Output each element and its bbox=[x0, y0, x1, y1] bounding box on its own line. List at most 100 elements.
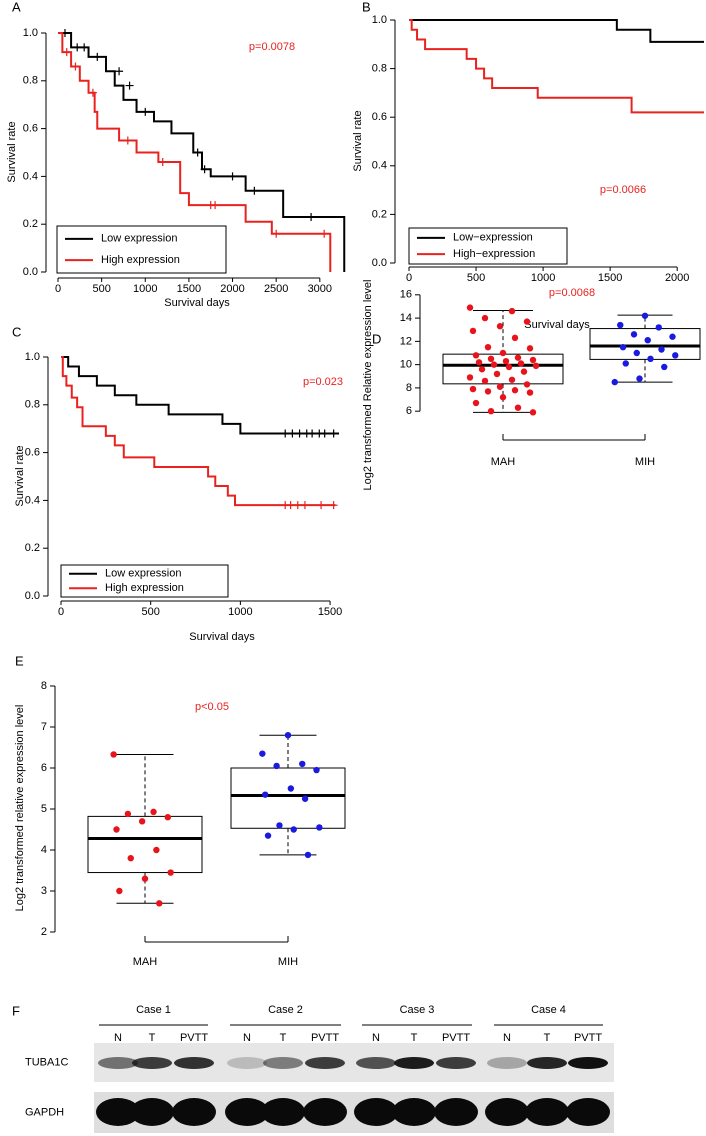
data-point bbox=[617, 321, 624, 329]
y-axis-label: Survival rate bbox=[14, 445, 26, 506]
data-point bbox=[529, 356, 537, 364]
data-point bbox=[496, 323, 504, 330]
data-point bbox=[499, 394, 507, 401]
data-point bbox=[290, 826, 297, 833]
band bbox=[394, 1057, 434, 1069]
censor-mark bbox=[308, 429, 317, 438]
survival-curve bbox=[409, 19, 704, 43]
y-tick-label: 4 bbox=[41, 844, 47, 856]
data-point bbox=[481, 377, 489, 385]
legend-label: High expression bbox=[101, 254, 180, 266]
x-tick-label: 1500 bbox=[598, 272, 622, 284]
annotation: p=0.0068 bbox=[549, 287, 595, 299]
lane-label: PVTT bbox=[311, 1032, 339, 1044]
band bbox=[436, 1057, 476, 1069]
data-point bbox=[141, 875, 149, 882]
censor-mark bbox=[80, 43, 89, 52]
data-point bbox=[487, 407, 495, 415]
y-tick-label: 0.4 bbox=[23, 170, 38, 182]
censor-mark bbox=[141, 107, 150, 116]
censor-mark bbox=[115, 67, 124, 76]
y-tick-label: 3 bbox=[41, 885, 47, 897]
data-point bbox=[517, 360, 525, 367]
y-tick-label: 0.0 bbox=[372, 257, 387, 269]
y-tick-label: 14 bbox=[400, 312, 412, 324]
data-point bbox=[276, 822, 283, 829]
y-tick-label: 0.2 bbox=[372, 208, 387, 220]
data-point bbox=[496, 383, 504, 390]
y-tick-label: 6 bbox=[406, 405, 412, 417]
y-axis-label: Log2 transformed Relative expression lev… bbox=[362, 280, 374, 491]
data-point bbox=[466, 304, 474, 311]
censor-mark bbox=[317, 501, 326, 510]
data-point bbox=[672, 352, 679, 359]
data-point bbox=[164, 814, 171, 821]
lane-label: N bbox=[114, 1032, 122, 1044]
survival-curve bbox=[61, 356, 336, 507]
data-point bbox=[469, 327, 477, 335]
band bbox=[354, 1098, 398, 1126]
y-axis-label: Log2 transformed relative expression lev… bbox=[14, 705, 26, 912]
row-label: GAPDH bbox=[25, 1106, 64, 1118]
band bbox=[487, 1057, 527, 1069]
data-point bbox=[526, 389, 534, 396]
data-point bbox=[523, 381, 531, 388]
x-tick-label: 500 bbox=[142, 606, 160, 618]
censor-mark bbox=[228, 172, 237, 181]
data-point bbox=[273, 762, 280, 770]
data-point bbox=[611, 378, 618, 386]
case-label: Case 3 bbox=[400, 1004, 435, 1016]
band bbox=[305, 1057, 345, 1069]
censor-mark bbox=[320, 229, 329, 238]
x-tick-label: 0 bbox=[58, 606, 64, 618]
case-label: Case 1 bbox=[136, 1004, 171, 1016]
x-tick-label: 1500 bbox=[177, 283, 201, 295]
annotation: p=0.023 bbox=[303, 376, 343, 388]
data-point bbox=[508, 376, 516, 383]
censor-mark bbox=[295, 429, 304, 438]
y-axis-label: Survival rate bbox=[352, 110, 364, 171]
censor-mark bbox=[250, 186, 259, 195]
y-tick-label: 0.0 bbox=[23, 266, 38, 278]
band bbox=[527, 1057, 567, 1069]
category-label: MIH bbox=[635, 456, 655, 468]
censor-mark bbox=[71, 62, 80, 71]
y-tick-label: 0.8 bbox=[25, 399, 40, 411]
data-point bbox=[636, 375, 643, 382]
data-point bbox=[150, 808, 157, 816]
data-point bbox=[301, 795, 309, 802]
data-point bbox=[661, 363, 668, 371]
y-tick-label: 8 bbox=[41, 680, 47, 692]
data-point bbox=[259, 750, 266, 757]
band bbox=[485, 1098, 529, 1126]
band bbox=[130, 1098, 174, 1126]
censor-mark bbox=[200, 165, 209, 174]
data-point bbox=[264, 832, 272, 839]
data-point bbox=[644, 337, 651, 344]
data-point bbox=[641, 312, 649, 319]
data-point bbox=[511, 387, 519, 394]
data-point bbox=[526, 345, 534, 352]
y-tick-label: 0.6 bbox=[23, 123, 38, 135]
data-point bbox=[532, 362, 540, 369]
y-tick-label: 0.2 bbox=[25, 542, 40, 554]
censor-mark bbox=[193, 148, 202, 157]
x-axis-label: Survival days bbox=[189, 631, 255, 643]
x-tick-label: 1000 bbox=[531, 272, 555, 284]
y-tick-label: 0.4 bbox=[25, 494, 40, 506]
data-point bbox=[669, 333, 676, 340]
x-tick-label: 0 bbox=[55, 283, 61, 295]
case-label: Case 4 bbox=[531, 1004, 566, 1016]
lane-label: N bbox=[372, 1032, 380, 1044]
y-tick-label: 0.0 bbox=[25, 590, 40, 602]
data-point bbox=[499, 349, 507, 357]
y-tick-label: 8 bbox=[406, 382, 412, 394]
censor-mark bbox=[73, 43, 82, 52]
data-point bbox=[493, 370, 501, 378]
y-tick-label: 1.0 bbox=[372, 14, 387, 26]
data-point bbox=[622, 360, 629, 367]
data-point bbox=[262, 791, 269, 798]
x-tick-label: 500 bbox=[92, 283, 110, 295]
band bbox=[434, 1098, 478, 1126]
data-point bbox=[658, 346, 665, 353]
